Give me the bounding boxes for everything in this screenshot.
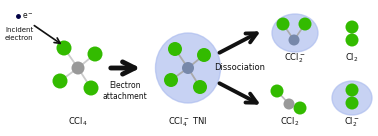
Circle shape [345, 33, 358, 47]
Text: Incident
electron: Incident electron [5, 27, 34, 41]
Text: CCl$_2$: CCl$_2$ [280, 116, 300, 128]
Text: CCl$_4^-$ TNI: CCl$_4^-$ TNI [168, 115, 208, 129]
Circle shape [84, 81, 99, 95]
Ellipse shape [332, 81, 372, 115]
Circle shape [56, 41, 71, 55]
Circle shape [288, 35, 299, 46]
Circle shape [284, 98, 294, 109]
Text: Cl$_2$: Cl$_2$ [345, 52, 359, 64]
Text: CCl$_4$: CCl$_4$ [68, 116, 88, 128]
Circle shape [71, 61, 85, 75]
Circle shape [293, 101, 307, 115]
Circle shape [197, 48, 211, 62]
Text: CCl$_2^-$: CCl$_2^-$ [284, 51, 306, 65]
Circle shape [271, 84, 284, 98]
Circle shape [168, 42, 182, 56]
Circle shape [182, 62, 194, 74]
Circle shape [276, 18, 290, 30]
Circle shape [164, 73, 178, 87]
Text: e$^-$: e$^-$ [22, 11, 34, 21]
Text: Dissociation: Dissociation [214, 64, 265, 72]
Circle shape [87, 47, 102, 61]
Circle shape [299, 18, 311, 30]
Circle shape [345, 21, 358, 33]
Text: Electron
attachment: Electron attachment [102, 81, 147, 101]
Circle shape [345, 97, 358, 109]
Circle shape [53, 73, 68, 89]
Text: Cl$_2^-$: Cl$_2^-$ [344, 115, 360, 129]
Circle shape [345, 84, 358, 97]
Ellipse shape [155, 33, 220, 103]
Ellipse shape [272, 14, 318, 52]
Circle shape [193, 80, 207, 94]
